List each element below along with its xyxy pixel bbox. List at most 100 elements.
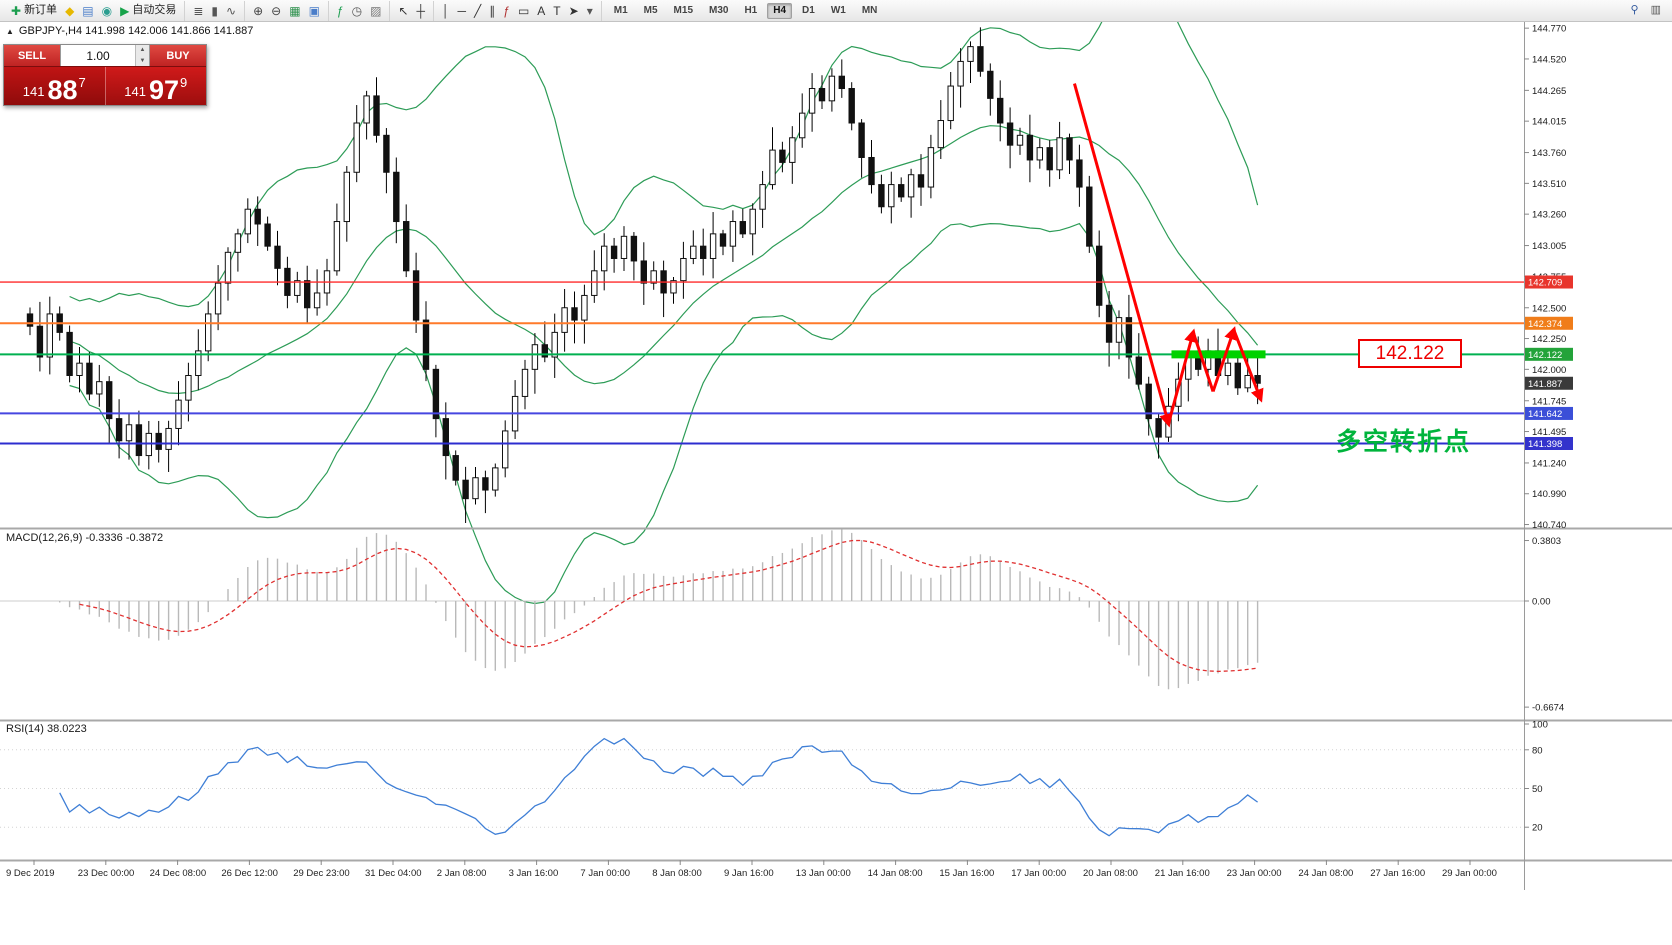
timeframe-mn[interactable]: MN xyxy=(856,3,884,19)
vertical-line-icon-glyph: │ xyxy=(442,3,450,18)
shapes-icon[interactable]: ▭ xyxy=(516,4,531,18)
new-order-glyph: ✚ xyxy=(11,3,22,18)
turning-point-label[interactable]: 多空转折点 xyxy=(1336,428,1472,456)
svg-text:29 Jan 00:00: 29 Jan 00:00 xyxy=(1442,868,1497,879)
channel-icon[interactable]: ∥ xyxy=(487,4,497,18)
volume-control[interactable]: 1.00 ▲ ▼ xyxy=(60,45,150,66)
data-window-icon[interactable]: ▤ xyxy=(80,4,95,18)
svg-text:50: 50 xyxy=(1532,784,1543,795)
timeframe-w1[interactable]: W1 xyxy=(825,3,852,19)
bar-chart-icon-glyph: ≣ xyxy=(193,3,204,18)
svg-text:20: 20 xyxy=(1532,823,1543,834)
svg-text:9 Jan 16:00: 9 Jan 16:00 xyxy=(724,868,774,879)
search-icon[interactable]: ⚲ xyxy=(1630,4,1639,16)
fibonacci-icon[interactable]: ƒ xyxy=(501,4,512,18)
window-list-icon[interactable]: ▥ xyxy=(1650,4,1661,16)
main-toolbar: ✚ 新订单 ◆ ▤ ◉ ▶ 自动交易 ≣ ▮ ∿ ⊕ ⊖ ▦ ▣ ƒ ◷ ▨ ↖ ┼ │ ─ ╱ ∥ ƒ ▭ A T ➤ ▾ M1 M5 M1… xyxy=(0,0,1672,22)
svg-text:143.510: 143.510 xyxy=(1532,179,1566,190)
indicators-icon[interactable]: ƒ xyxy=(335,4,346,18)
svg-text:2 Jan 08:00: 2 Jan 08:00 xyxy=(437,868,487,879)
svg-text:141.642: 141.642 xyxy=(1528,409,1562,420)
symbol-ohlc-text: GBPJPY-,H4 141.998 142.006 141.866 141.8… xyxy=(18,25,254,37)
new-order-button[interactable]: ✚ 新订单 xyxy=(9,4,59,18)
timeframe-d1[interactable]: D1 xyxy=(796,3,821,19)
timeframe-h1[interactable]: H1 xyxy=(738,3,763,19)
market-watch-icon[interactable]: ◉ xyxy=(100,4,114,18)
new-chart-icon-glyph: ▣ xyxy=(308,3,320,18)
favorites-icon[interactable]: ◆ xyxy=(63,4,76,18)
horizontal-level-lines[interactable] xyxy=(0,281,1524,445)
timeframe-m1[interactable]: M1 xyxy=(608,3,634,19)
objects-dropdown-icon[interactable]: ▾ xyxy=(585,4,595,18)
arrows-tool-icon[interactable]: ➤ xyxy=(567,4,581,18)
objects-dropdown-icon-glyph: ▾ xyxy=(586,3,593,18)
timeframe-m5[interactable]: M5 xyxy=(638,3,664,19)
symbol-info: ▲ GBPJPY-,H4 141.998 142.006 141.866 141… xyxy=(6,25,253,37)
zoom-out-icon-glyph: ⊖ xyxy=(271,3,282,18)
buy-price-fraction: 9 xyxy=(180,75,188,90)
cursor-icon[interactable]: ↖ xyxy=(396,4,410,18)
new-chart-icon[interactable]: ▣ xyxy=(307,4,322,18)
svg-text:142.122: 142.122 xyxy=(1528,350,1562,361)
arrows-tool-icon-glyph: ➤ xyxy=(568,3,579,18)
svg-text:142.374: 142.374 xyxy=(1528,319,1562,330)
price-tag-142.122: 142.122 xyxy=(1525,347,1573,361)
chart-area: 144.770 144.520 144.265 144.015 143.760 143.5… xyxy=(0,22,1672,945)
symbol-marker-icon: ▲ xyxy=(6,26,14,36)
svg-text:144.015: 144.015 xyxy=(1532,117,1566,128)
toolbar-group-objects: │ ─ ╱ ∥ ƒ ▭ A T ➤ ▾ xyxy=(433,0,601,21)
buy-price-display[interactable]: 141 97 9 xyxy=(104,67,206,106)
time-axis[interactable]: 9 Dec 2019 23 Dec 00:00 24 Dec 08:00 26 Dec… xyxy=(6,860,1497,879)
zoom-in-icon-glyph: ⊕ xyxy=(253,3,264,18)
svg-text:20 Jan 08:00: 20 Jan 08:00 xyxy=(1083,868,1138,879)
text-icon[interactable]: A xyxy=(535,4,547,18)
price-tag-142.374: 142.374 xyxy=(1525,316,1573,330)
price-tag-141.887: 141.887 xyxy=(1525,376,1573,390)
svg-text:100: 100 xyxy=(1532,720,1548,731)
tile-windows-icon[interactable]: ▦ xyxy=(287,4,302,18)
crosshair-icon[interactable]: ┼ xyxy=(414,4,427,18)
templates-icon[interactable]: ▨ xyxy=(368,4,383,18)
buy-price-pips: 97 xyxy=(148,75,179,106)
periods-icon[interactable]: ◷ xyxy=(350,4,364,18)
timeframe-h4[interactable]: H4 xyxy=(767,2,793,19)
svg-text:140.740: 140.740 xyxy=(1532,520,1566,531)
timeframe-m30[interactable]: M30 xyxy=(703,3,734,19)
candlestick-chart-icon[interactable]: ▮ xyxy=(209,4,220,18)
sell-button[interactable]: SELL xyxy=(4,45,60,66)
vertical-line-icon[interactable]: │ xyxy=(440,4,452,18)
sell-price-display[interactable]: 141 88 7 xyxy=(4,67,105,105)
buy-price-main: 141 xyxy=(124,84,146,99)
panel-separators[interactable] xyxy=(0,527,1672,862)
volume-value[interactable]: 1.00 xyxy=(86,48,110,63)
toolbar-group-trade: ✚ 新订单 ◆ ▤ ◉ ▶ 自动交易 xyxy=(3,1,184,21)
candlestick-chart-icon-glyph: ▮ xyxy=(211,3,219,18)
macd-label: MACD(12,26,9) -0.3336 -0.3872 xyxy=(6,532,164,544)
sell-price-pips: 88 xyxy=(47,75,78,106)
zoom-out-icon[interactable]: ⊖ xyxy=(269,4,283,18)
buy-button[interactable]: BUY xyxy=(150,45,206,66)
volume-down-button[interactable]: ▼ xyxy=(136,55,149,66)
label-icon[interactable]: T xyxy=(551,4,562,18)
trendline-icon[interactable]: ╱ xyxy=(472,4,483,18)
bar-chart-icon[interactable]: ≣ xyxy=(191,4,205,18)
svg-text:23 Jan 00:00: 23 Jan 00:00 xyxy=(1227,868,1282,879)
zoom-in-icon[interactable]: ⊕ xyxy=(251,4,265,18)
favorites-icon-glyph: ◆ xyxy=(65,3,75,18)
timeframe-m15[interactable]: M15 xyxy=(668,3,699,19)
svg-text:0.3803: 0.3803 xyxy=(1532,536,1561,547)
trend-arrows[interactable] xyxy=(1073,83,1264,428)
rsi-panel xyxy=(0,737,1524,837)
price-tag-141.642: 141.642 xyxy=(1525,406,1573,420)
price-callout-box[interactable]: 142.122 xyxy=(1358,339,1462,368)
horizontal-line-icon[interactable]: ─ xyxy=(456,4,469,18)
price-scale[interactable]: 144.770 144.520 144.265 144.015 143.760 143.5… xyxy=(1524,22,1573,890)
macd-panel xyxy=(0,529,1524,690)
line-chart-icon[interactable]: ∿ xyxy=(224,4,238,18)
price-chart-canvas[interactable]: 144.770 144.520 144.265 144.015 143.760 143.5… xyxy=(0,22,1672,945)
autotrading-button[interactable]: ▶ 自动交易 xyxy=(118,4,178,18)
svg-text:141.240: 141.240 xyxy=(1532,458,1566,469)
svg-text:142.500: 142.500 xyxy=(1532,303,1566,314)
volume-up-button[interactable]: ▲ xyxy=(136,45,149,56)
